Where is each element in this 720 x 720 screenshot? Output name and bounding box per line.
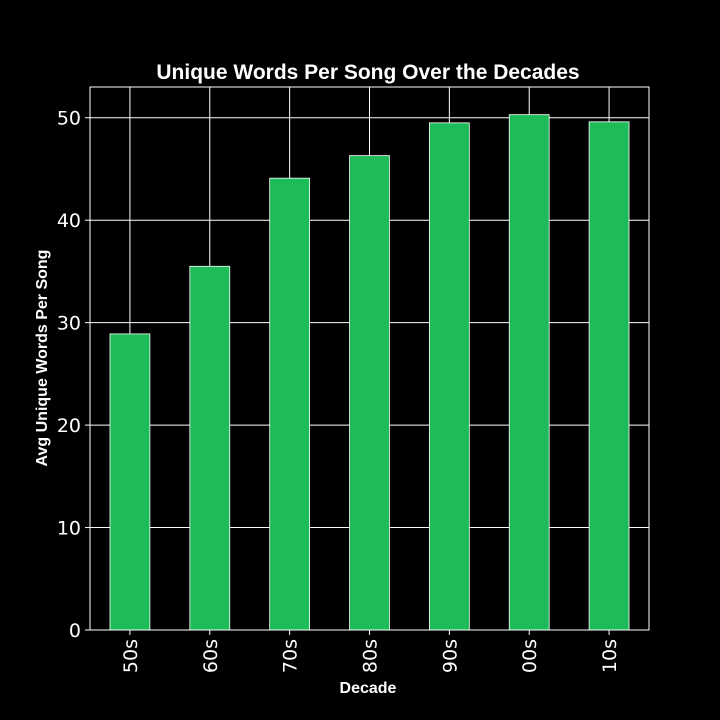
x-tick-label: 80s [360, 639, 382, 673]
y-tick-label: 0 [69, 620, 81, 642]
x-tick-label: 00s [519, 639, 541, 673]
bar-layer [109, 114, 630, 631]
tick-layer: 0 10 20 30 40 50 50s 60s 70s 80s 90s 00s 10s [57, 108, 621, 673]
y-tick-label: 50 [57, 108, 81, 130]
bar-10s [588, 121, 630, 631]
x-tick-label: 50s [120, 639, 142, 673]
bar-00s [508, 114, 550, 631]
chart-title: Unique Words Per Song Over the Decades [156, 61, 579, 84]
bar-90s [428, 122, 470, 631]
y-axis-label: Avg Unique Words Per Song [34, 250, 51, 467]
bar-60s [189, 265, 231, 631]
x-tick-label: 10s [599, 639, 621, 673]
x-axis-label: Decade [340, 680, 397, 697]
y-tick-label: 20 [57, 415, 81, 437]
bar-70s [269, 177, 311, 631]
y-tick-label: 10 [57, 518, 81, 540]
plot-frame [89, 86, 650, 631]
bar-80s [349, 155, 390, 631]
bar-50s [109, 333, 151, 631]
y-tick-label: 40 [57, 210, 81, 232]
y-tick-label: 30 [57, 313, 81, 335]
x-tick-label: 90s [439, 639, 461, 673]
x-tick-label: 60s [200, 639, 222, 673]
x-tick-label: 70s [280, 639, 302, 673]
